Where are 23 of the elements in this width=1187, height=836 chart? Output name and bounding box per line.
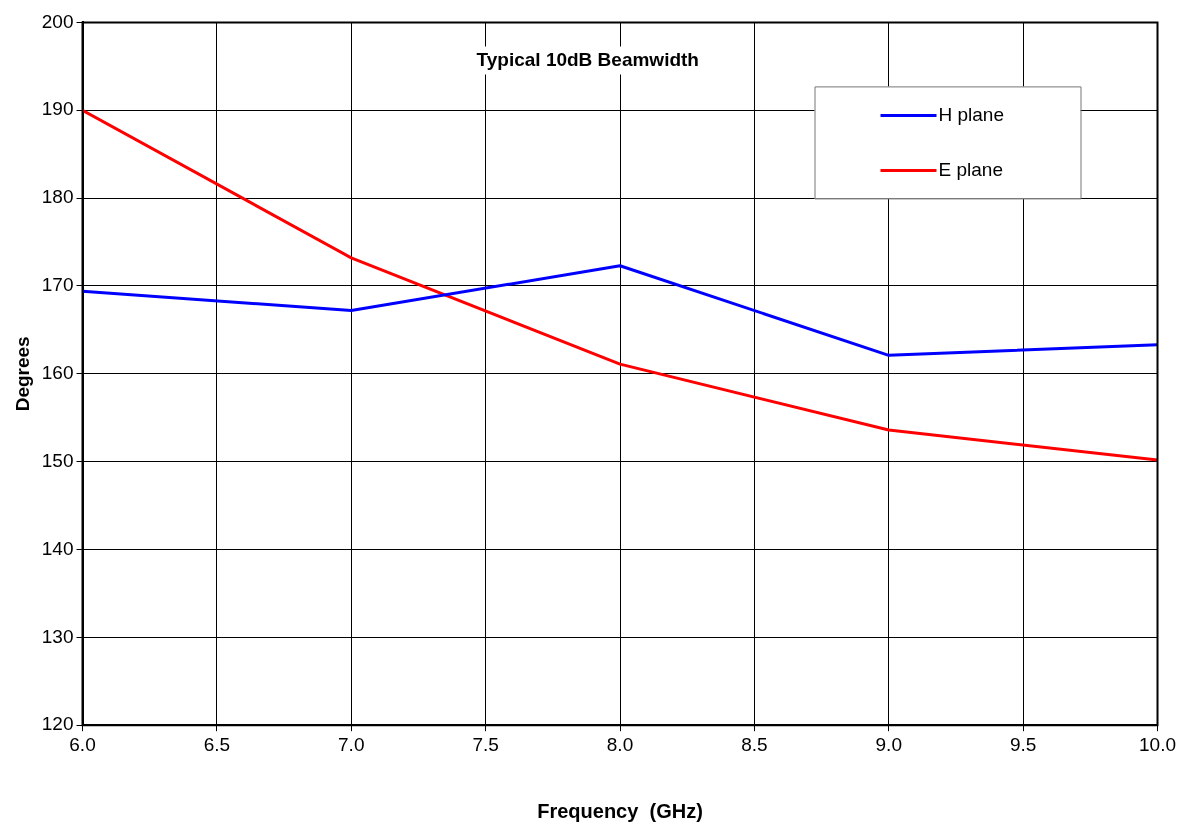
x-tick-label: 6.5 [203, 733, 231, 755]
y-tick-label: 130 [41, 625, 74, 647]
y-tick-label: 140 [41, 537, 74, 559]
y-tick-label: 120 [41, 713, 74, 735]
y-tick-label: 190 [41, 98, 74, 120]
x-tick-label: 10.0 [1139, 733, 1176, 755]
x-axis-title: Frequency (GHz) [537, 799, 703, 822]
x-tick-label: 9.5 [1009, 733, 1037, 755]
y-tick-label: 170 [41, 274, 74, 296]
y-tick-label: 180 [41, 186, 74, 208]
x-tick-label: 8.0 [606, 733, 634, 755]
y-axis-title: Degrees [11, 336, 33, 412]
legend-label: H plane [938, 103, 1005, 125]
text: Typical 10dB Beamwidth [476, 48, 699, 70]
x-tick-label: 9.0 [875, 733, 902, 755]
x-tick-label: 8.5 [741, 733, 768, 755]
x-tick-label: 7.0 [338, 733, 365, 755]
legend-label: E plane [938, 158, 1003, 180]
y-tick-label: 160 [41, 362, 74, 384]
x-tick-label: 7.5 [472, 733, 499, 755]
y-tick-label: 200 [41, 10, 74, 32]
y-tick-label: 150 [41, 449, 74, 471]
x-tick-label: 6.0 [69, 733, 96, 755]
